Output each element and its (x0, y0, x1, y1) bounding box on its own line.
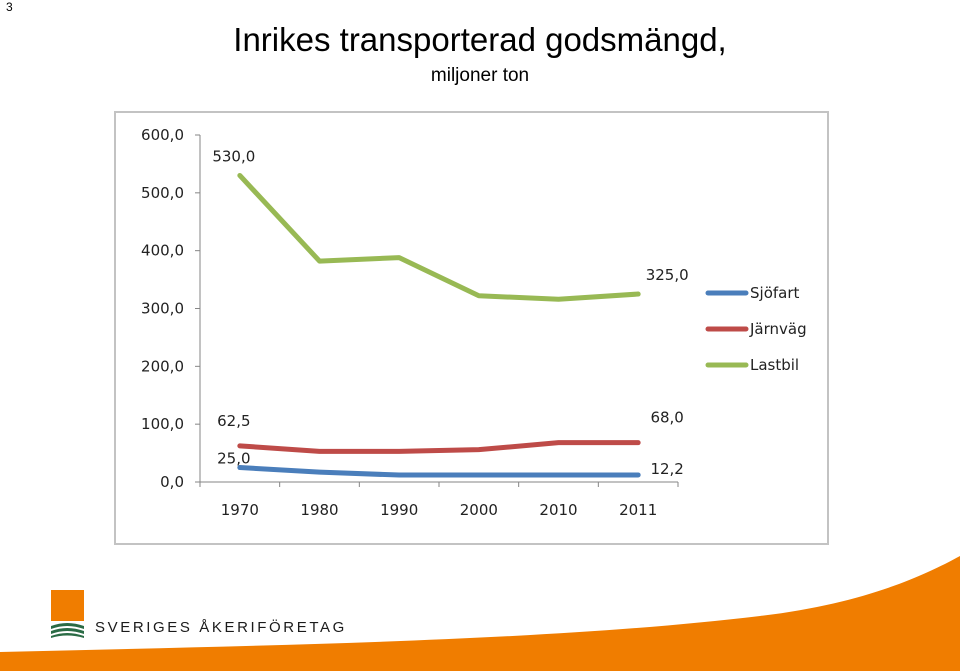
chart-frame: 0,0 100,0 200,0 300,0 400,0 500,0 600,0 1970 198… (114, 111, 829, 545)
logo-mark (51, 590, 84, 638)
page-subtitle: miljoner ton (430, 65, 530, 86)
y-tick-label: 100,0 (141, 415, 184, 433)
data-label: 25,0 (217, 450, 250, 468)
series-line-sj-fart (237, 465, 641, 478)
line-chart: 0,0 100,0 200,0 300,0 400,0 500,0 600,0 1970 198… (141, 126, 807, 519)
x-tick-label: 1970 (221, 501, 259, 519)
y-tick-label: 0,0 (160, 473, 184, 491)
legend-label: Lastbil (750, 356, 799, 374)
y-tick-label: 500,0 (141, 184, 184, 202)
logo-text: SVERIGES ÅKERIFÖRETAG (95, 619, 347, 636)
series-line-lastbil (237, 172, 641, 302)
y-tick-label: 300,0 (141, 300, 184, 318)
y-tick-label: 400,0 (141, 242, 184, 260)
data-label: 12,2 (650, 460, 683, 478)
x-tick-label: 2010 (539, 501, 577, 519)
data-label: 62,5 (217, 412, 250, 430)
x-tick-label: 2000 (460, 501, 498, 519)
slide-number: 3 (6, 0, 13, 14)
x-tick-label: 1990 (380, 501, 418, 519)
data-label: 68,0 (650, 409, 683, 427)
legend-label: Sjöfart (750, 284, 800, 302)
y-tick-label: 200,0 (141, 357, 184, 375)
y-tick-label: 600,0 (141, 126, 184, 144)
legend-label: Järnväg (749, 320, 807, 338)
series-line-j-rnv-g (237, 440, 641, 454)
x-tick-label: 2011 (619, 501, 657, 519)
data-label: 530,0 (212, 147, 255, 165)
data-label: 325,0 (646, 266, 689, 284)
page-title: Inrikes transporterad godsmängd, (233, 21, 727, 58)
x-tick-label: 1980 (300, 501, 338, 519)
